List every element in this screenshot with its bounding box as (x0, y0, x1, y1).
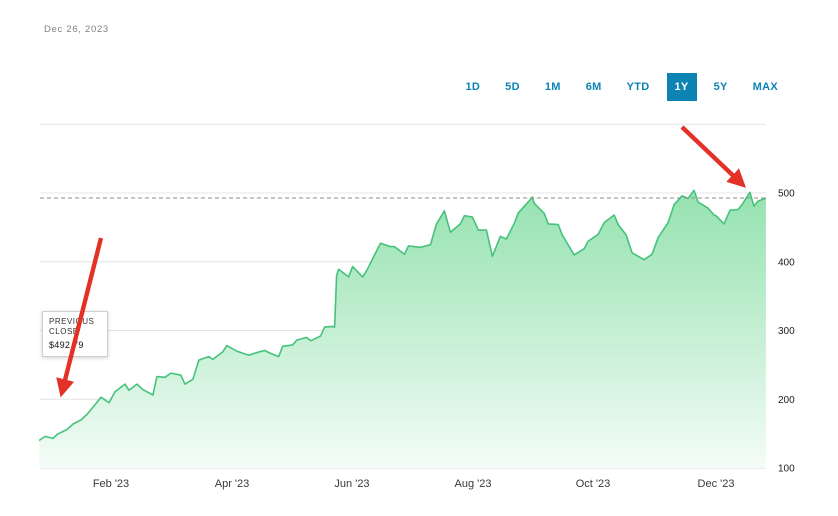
range-tab-1d[interactable]: 1D (465, 81, 481, 93)
y-axis-tick-label: 400 (778, 257, 795, 268)
x-axis-tick-label: Feb '23 (93, 478, 129, 490)
y-axis-tick-label: 100 (778, 464, 795, 475)
range-tab-5y[interactable]: 5Y (713, 81, 728, 93)
x-axis-tick-label: Apr '23 (215, 478, 250, 490)
x-axis-tick-label: Oct '23 (576, 478, 611, 490)
x-axis-tick-label: Aug '23 (455, 478, 492, 490)
x-axis: Feb '23 Apr '23 Jun '23 Aug '23 Oct '23 … (93, 478, 735, 490)
range-tab-5d[interactable]: 5D (505, 81, 520, 93)
range-tab-1y[interactable]: 1Y (666, 73, 697, 101)
range-tab-max[interactable]: MAX (752, 81, 778, 93)
y-axis-tick-label: 500 (778, 189, 795, 200)
price-area (39, 190, 766, 469)
x-axis-tick-label: Jun '23 (334, 478, 369, 490)
y-axis-tick-label: 300 (778, 326, 795, 337)
range-tab-6m[interactable]: 6M (585, 81, 602, 93)
range-tab-1m[interactable]: 1M (544, 81, 561, 93)
previous-close-label: PREVIOUS CLOSE (49, 317, 95, 337)
y-axis: 500 400 300 200 100 (778, 189, 795, 475)
previous-close-tooltip: PREVIOUS CLOSE $492.79 (42, 311, 108, 357)
range-tab-ytd[interactable]: YTD (626, 81, 650, 93)
price-line (38, 189, 767, 442)
chart-plot-area[interactable] (40, 124, 766, 468)
x-axis-tick-label: Dec '23 (698, 478, 735, 490)
previous-close-value: $492.79 (49, 339, 84, 350)
date-label: Dec 26, 2023 (44, 24, 109, 35)
range-selector: 1D 5D 1M 6M YTD 1Y 5Y MAX (457, 73, 786, 101)
y-axis-tick-label: 200 (778, 395, 795, 406)
